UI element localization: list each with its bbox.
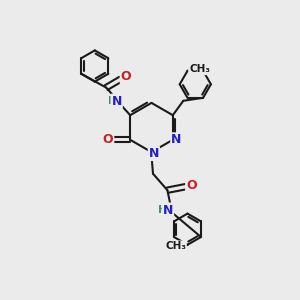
- Text: O: O: [103, 133, 113, 146]
- Text: H: H: [108, 96, 117, 106]
- Text: CH₃: CH₃: [165, 241, 186, 251]
- Text: N: N: [149, 147, 159, 160]
- Text: N: N: [112, 94, 122, 108]
- Text: O: O: [121, 70, 131, 83]
- Text: O: O: [186, 178, 197, 192]
- Text: N: N: [171, 133, 182, 146]
- Text: N: N: [163, 203, 173, 217]
- Text: CH₃: CH₃: [189, 64, 210, 74]
- Text: H: H: [158, 205, 167, 215]
